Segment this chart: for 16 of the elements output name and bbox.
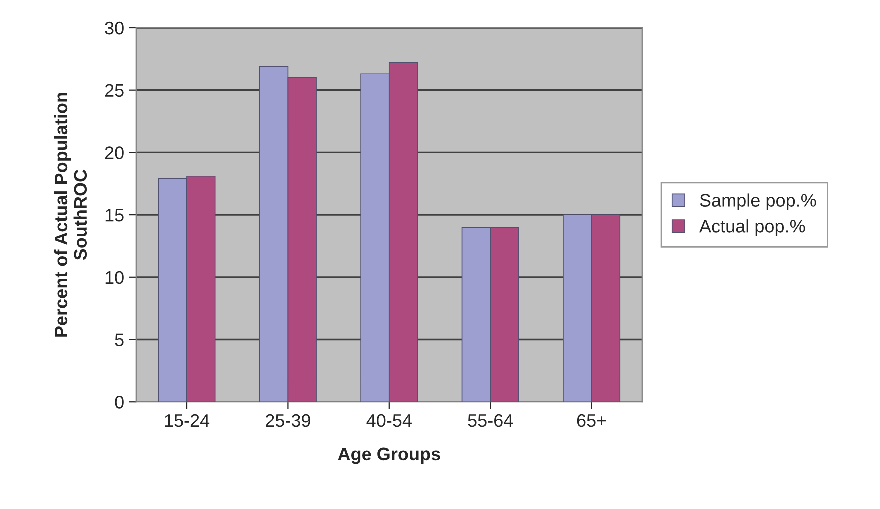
legend-label: Actual pop.% — [700, 220, 806, 236]
x-tick-label: 55-64 — [468, 414, 514, 428]
y-tick-label: 10 — [106, 271, 124, 284]
y-tick-label: 30 — [105, 22, 124, 35]
y-tick-label: 15 — [106, 209, 124, 222]
y-tick-label: 5 — [115, 334, 124, 346]
x-tick-label: 65+ — [577, 414, 606, 428]
x-tick-label: 25-39 — [266, 414, 310, 428]
y-tick-label: 20 — [105, 146, 124, 160]
x-tick-label: 40-54 — [366, 414, 412, 428]
y-tick-label: 25 — [105, 84, 124, 98]
y-tick-label: 0 — [115, 396, 124, 409]
x-axis-title: Age Groups — [338, 448, 440, 464]
x-tick-label: 15-24 — [165, 414, 210, 428]
y-axis-title: Percent of Actual Population SouthROC — [54, 93, 88, 337]
legend-label: Sample pop.% — [700, 194, 816, 211]
